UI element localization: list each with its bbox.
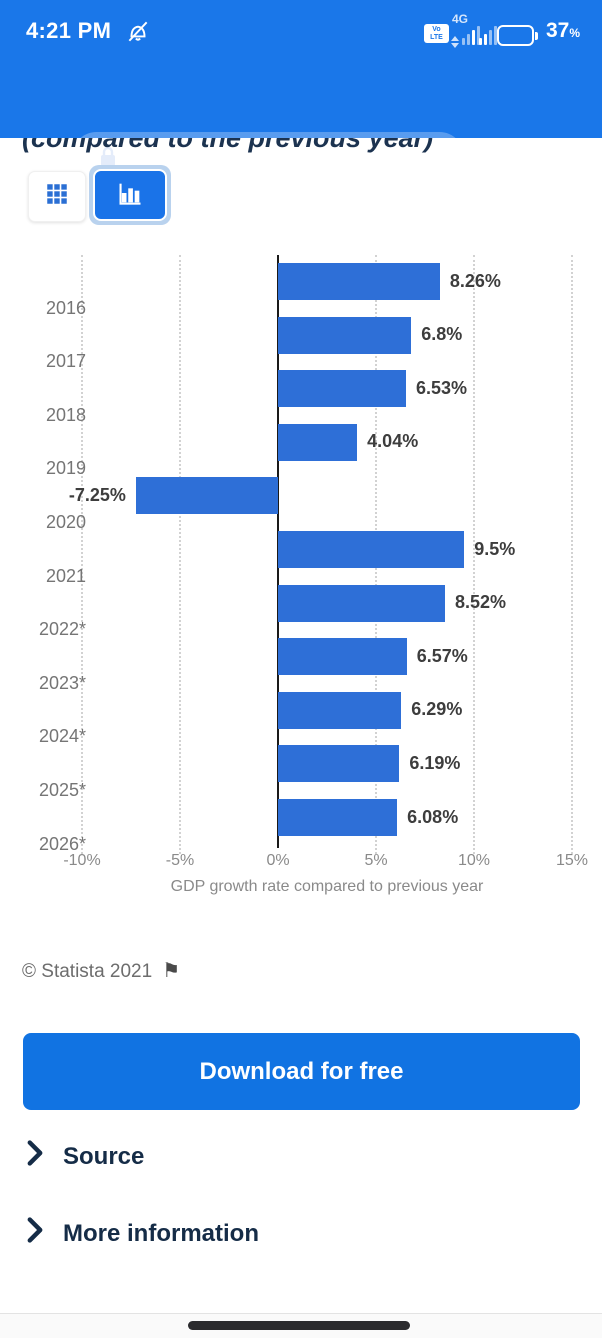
category-label: 2023* — [38, 672, 86, 693]
notifications-muted-icon — [125, 18, 151, 49]
gridline — [473, 255, 475, 854]
page-title-clip: (compared to the previous year) — [0, 138, 602, 155]
chart-view-button[interactable] — [93, 169, 167, 221]
bar-value-label: 6.29% — [411, 699, 463, 720]
category-label: 2026* — [38, 833, 86, 854]
x-tick-label: 10% — [457, 852, 491, 869]
table-icon — [44, 181, 70, 212]
bar — [278, 370, 406, 408]
x-tick-label: 0% — [266, 852, 290, 869]
bar-value-label: 6.19% — [409, 752, 461, 773]
home-indicator[interactable] — [188, 1321, 410, 1330]
category-label: 2016 — [45, 297, 86, 318]
chart: -10% -5% 0% 5% 10% 15% 8.26% 2016 6.8% 2017 6.53% 2… — [0, 250, 602, 898]
volte-badge: Vo LTE — [424, 24, 449, 43]
gesture-navigation-bar — [0, 1313, 602, 1338]
data-activity-icon — [451, 36, 459, 48]
bar — [278, 263, 440, 300]
gridline — [571, 255, 573, 854]
bar-value-label: 8.26% — [449, 270, 501, 291]
bar — [278, 799, 398, 836]
flag-icon[interactable]: ⚑ — [162, 960, 181, 982]
home-icon[interactable] — [22, 140, 59, 182]
tab-switcher-button[interactable]: 2 — [482, 142, 512, 172]
bar — [135, 477, 278, 515]
category-label: 2025* — [38, 780, 86, 800]
x-tick-label: 5% — [364, 852, 388, 869]
source-accordion[interactable]: Source — [25, 1140, 144, 1173]
gridline — [179, 255, 181, 854]
bar-value-label: -7.25% — [68, 484, 126, 505]
bar-value-label: 6.57% — [416, 645, 468, 666]
signal-bars-sim2-icon — [479, 26, 497, 45]
bar — [278, 745, 400, 783]
bar — [278, 423, 358, 461]
signal-bars-sim1-icon — [462, 26, 480, 45]
bar-value-label: 8.52% — [454, 592, 507, 613]
bar — [278, 584, 445, 622]
bar-value-label: 9.5% — [474, 538, 516, 559]
bar-value-label: 6.08% — [407, 806, 459, 827]
x-axis-title: GDP growth rate compared to previous yea… — [170, 878, 484, 895]
url-bar[interactable]: statista.com/statistics/2636 — [72, 132, 464, 181]
battery-percent: 37% — [546, 19, 581, 42]
more-information-label: More information — [63, 1219, 259, 1247]
download-button[interactable]: Download for free — [23, 1033, 580, 1110]
url-text: statista.com/statistics/2636 — [128, 144, 379, 167]
x-tick-label: -5% — [165, 852, 195, 869]
lock-icon[interactable] — [96, 145, 120, 174]
more-information-accordion[interactable]: More information — [25, 1217, 259, 1250]
status-bar: 4:21 PM Vo LTE 4G 37% — [0, 0, 602, 62]
browser-chrome: 4:21 PM Vo LTE 4G 37% — [0, 0, 602, 181]
source-label: Source — [63, 1142, 145, 1170]
chevron-right-icon — [25, 1140, 45, 1173]
bar — [278, 691, 402, 729]
chart-view-button-ring — [89, 165, 171, 225]
category-label: 2020 — [45, 512, 86, 532]
category-label: 2022* — [38, 619, 86, 640]
clock: 4:21 PM — [26, 18, 112, 43]
bar-value-label: 4.04% — [367, 431, 419, 452]
bar — [278, 531, 465, 568]
bar — [278, 316, 412, 354]
category-label: 2017 — [45, 351, 86, 372]
x-tick-label: 15% — [555, 852, 589, 869]
bar-value-label: 6.53% — [415, 377, 468, 398]
table-view-button[interactable] — [28, 171, 86, 222]
bar — [278, 638, 407, 676]
battery-icon — [497, 25, 538, 46]
chevron-right-icon — [25, 1217, 45, 1250]
page-title-fragment: (compared to the previous year) — [22, 138, 434, 153]
category-label: 2024* — [38, 726, 86, 747]
browser-menu-button[interactable] — [552, 142, 558, 172]
bar-value-label: 6.8% — [421, 324, 463, 345]
gridline — [81, 255, 83, 854]
bar-chart-icon — [115, 179, 145, 212]
address-bar-row: statista.com/statistics/2636 2 — [0, 62, 602, 181]
category-label: 2021 — [45, 565, 86, 586]
category-label: 2018 — [45, 404, 86, 425]
category-label: 2019 — [45, 458, 86, 479]
copyright-note: © Statista 2021 ⚑ — [22, 960, 181, 982]
x-tick-label: -10% — [63, 852, 101, 869]
network-type-label: 4G — [452, 12, 469, 26]
